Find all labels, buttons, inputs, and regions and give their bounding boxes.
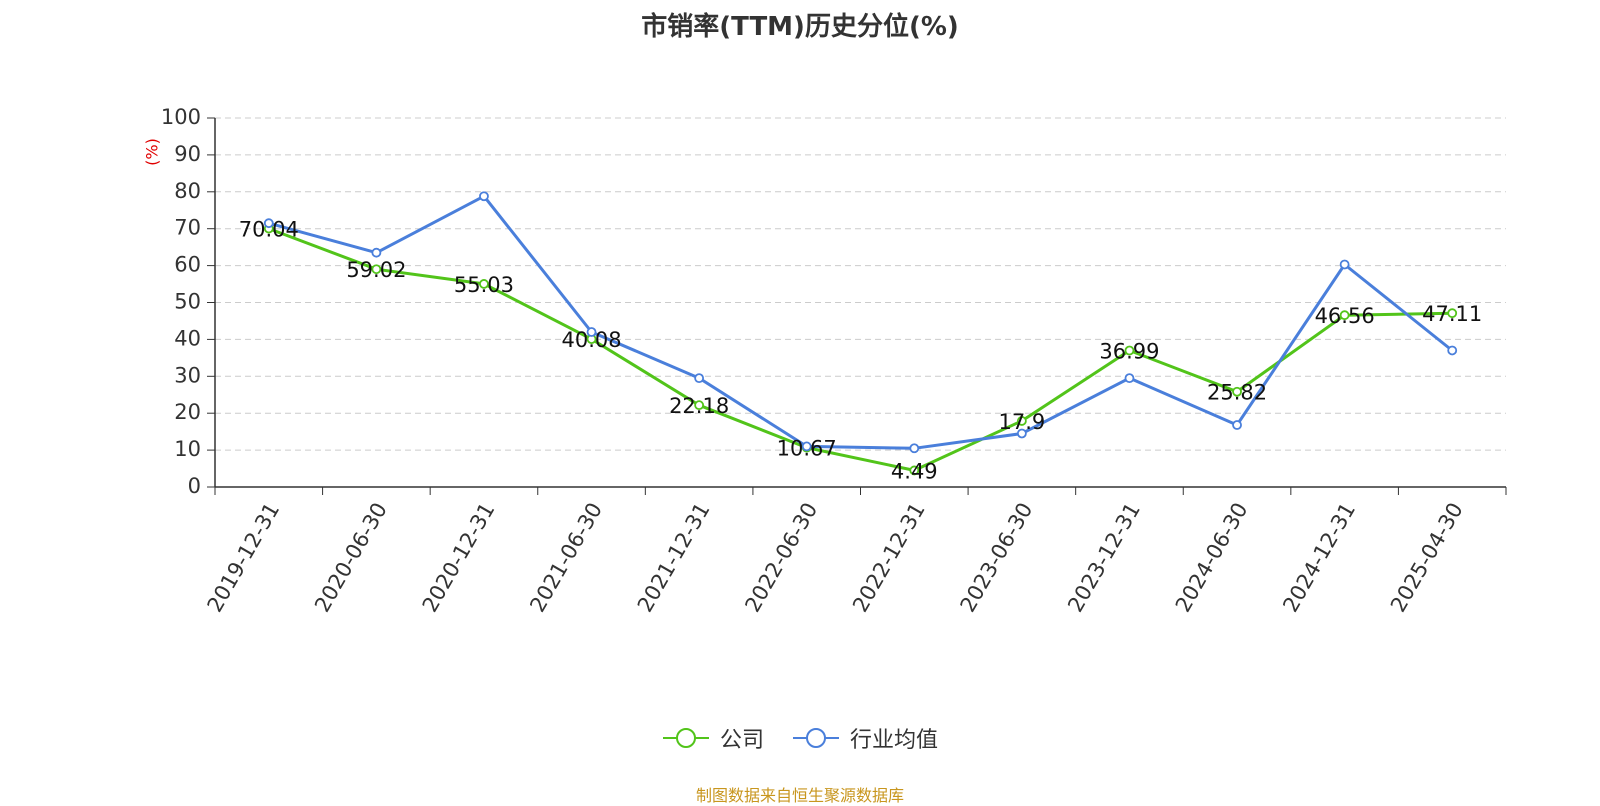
y-axis-label: (%) [143, 138, 162, 166]
data-label: 59.02 [346, 258, 406, 282]
x-tick-label: 2023-06-30 [956, 499, 1038, 617]
data-label: 36.99 [1099, 340, 1159, 364]
legend: 公司 行业均值 [0, 722, 1600, 754]
data-label: 46.56 [1315, 304, 1375, 328]
y-tick-label: 0 [188, 474, 201, 498]
data-point [694, 373, 705, 384]
data-point [909, 465, 920, 476]
x-tick-label: 2024-12-31 [1278, 499, 1360, 617]
x-tick-label: 2021-06-30 [525, 499, 607, 617]
y-tick-label: 90 [174, 142, 201, 166]
x-tick-label: 2019-12-31 [203, 499, 285, 617]
grid-lines [215, 117, 1506, 451]
data-label: 17.9 [998, 410, 1045, 434]
data-label: 40.08 [561, 328, 621, 352]
y-tick-label: 20 [174, 400, 201, 424]
data-point [1339, 310, 1350, 321]
data-point [1232, 386, 1242, 397]
x-tick-label: 2023-12-31 [1063, 499, 1145, 617]
data-point [801, 441, 812, 452]
series-line-0 [268, 227, 1453, 472]
data-point [371, 247, 382, 258]
x-tick-label: 2024-06-30 [1171, 499, 1253, 617]
legend-line-circle-icon [662, 728, 709, 748]
legend-line-circle-icon [793, 728, 839, 748]
chart-title: 市销率(TTM)历史分位(%) [641, 12, 959, 42]
legend-item-industry-avg[interactable]: 行业均值 [792, 722, 938, 754]
data-label: 4.49 [891, 459, 938, 483]
data-point [1447, 308, 1458, 319]
x-tick-label: 2020-12-31 [418, 499, 500, 617]
data-label: 25.82 [1207, 381, 1267, 405]
data-point [371, 264, 382, 275]
series-lines [268, 194, 1454, 472]
data-point [263, 218, 274, 229]
source-note: 制图数据来自恒生聚源数据库 [695, 786, 904, 805]
series-points [263, 191, 1458, 476]
data-point [1339, 259, 1350, 270]
data-point [1124, 373, 1135, 384]
y-tick-label: 30 [174, 363, 201, 387]
data-label: 55.03 [454, 273, 514, 297]
x-tick-label: 2020-06-30 [310, 499, 392, 617]
data-point [1447, 345, 1458, 356]
x-tick-label: 2022-12-31 [848, 499, 930, 617]
y-tick-label: 60 [174, 253, 201, 277]
series-line-1 [268, 194, 1454, 450]
data-point [1016, 416, 1027, 426]
y-tick-label: 100 [161, 105, 201, 129]
legend-label: 公司 [719, 728, 764, 753]
data-point [1124, 345, 1135, 356]
axes: 0 10 20 30 40 50 60 70 80 90 100 (%) 2019-12-31 2020-… [143, 105, 1507, 616]
data-label: 22.18 [669, 394, 729, 418]
data-point [479, 279, 489, 289]
data-point [1016, 428, 1027, 439]
legend-label: 行业均值 [850, 728, 939, 753]
y-tick-label: 40 [174, 326, 201, 350]
data-label: 10.67 [777, 437, 837, 461]
data-label: 47.11 [1422, 302, 1482, 326]
data-label: 70.04 [239, 218, 299, 242]
data-point [1232, 420, 1242, 430]
data-point [479, 191, 489, 202]
x-tick-label: 2025-04-30 [1386, 499, 1468, 617]
legend-item-company[interactable]: 公司 [662, 722, 764, 754]
data-point [694, 400, 705, 411]
x-tick-label: 2021-12-31 [633, 499, 715, 617]
y-tick-label: 70 [174, 216, 201, 240]
y-tick-label: 50 [174, 290, 201, 314]
x-tick-label: 2022-06-30 [740, 499, 822, 617]
data-point [909, 443, 920, 454]
data-point [586, 327, 597, 337]
data-labels: 70.04 59.02 55.03 40.08 22.18 10.67 4.49 17.9 36… [239, 218, 1483, 484]
y-tick-label: 80 [174, 179, 201, 203]
y-tick-label: 10 [174, 437, 201, 461]
